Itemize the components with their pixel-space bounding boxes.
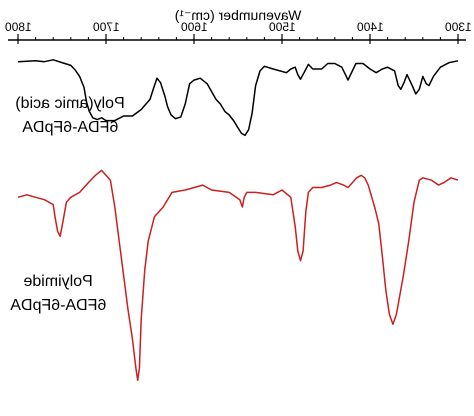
x-axis: 1800 1700 1600 1500 1400 1300 <box>5 20 472 44</box>
series-label: Polyimide <box>23 273 92 290</box>
x-tick-label: 1300 <box>445 20 472 34</box>
x-tick-label: 1400 <box>357 20 384 34</box>
series-label: 6FDA-6FpDA <box>10 297 106 314</box>
x-tick-label: 1700 <box>93 20 120 34</box>
x-axis-title: Wavenumber (cm⁻¹) <box>175 7 302 23</box>
series-label: 6FDA-6FpDA <box>22 119 118 136</box>
series-line-poly-amic-acid <box>17 59 459 137</box>
plot-area <box>17 59 459 382</box>
series-line-polyimide <box>17 169 459 382</box>
x-tick-label: 1600 <box>181 20 208 34</box>
series-labels: Poly(amic acid) 6FDA-6FpDA Polyimide 6FDA-6… <box>10 95 125 314</box>
x-tick-label: 1500 <box>269 20 296 34</box>
x-tick-label: 1800 <box>5 20 32 34</box>
series-label: Poly(amic acid) <box>15 95 124 112</box>
